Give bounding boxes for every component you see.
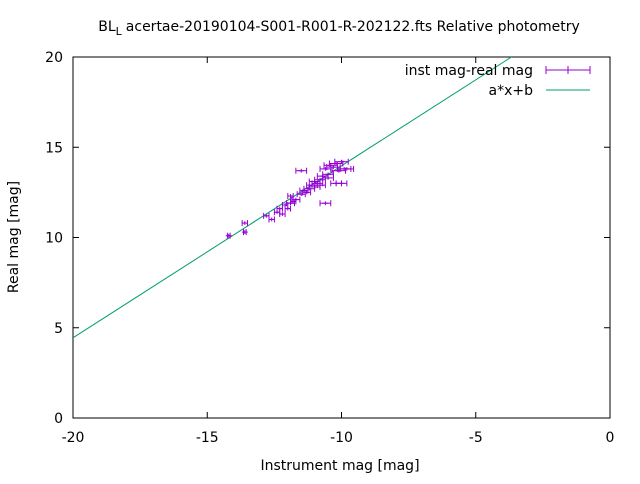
data-point <box>291 196 301 203</box>
y-axis-ticks: 0 5 10 15 20 <box>45 50 610 427</box>
data-point <box>268 216 275 223</box>
legend-symbol-scatter <box>545 66 591 74</box>
y-tick-label: 0 <box>54 411 63 427</box>
x-tick-label: -20 <box>62 430 85 446</box>
data-point <box>276 205 283 212</box>
data-point <box>302 189 312 196</box>
data-point <box>287 192 294 199</box>
legend-label-scatter: inst mag-real mag <box>405 63 533 79</box>
scatter-series <box>225 158 355 239</box>
x-axis-label: Instrument mag [mag] <box>260 458 419 474</box>
x-tick-label: 0 <box>606 430 615 446</box>
x-axis-ticks: -20 -15 -10 -5 0 <box>62 57 615 446</box>
x-tick-label: -5 <box>469 430 483 446</box>
y-tick-label: 15 <box>45 140 63 156</box>
data-point <box>295 167 308 174</box>
x-tick-label: -15 <box>196 430 219 446</box>
data-point <box>241 229 248 236</box>
data-point <box>331 167 347 174</box>
y-tick-label: 10 <box>45 231 63 247</box>
data-point <box>311 180 324 187</box>
chart-title-rest: acertae-20190104-S001-R001-R-202122.fts … <box>126 19 580 35</box>
y-axis-label: Real mag [mag] <box>6 181 22 293</box>
y-tick-label: 5 <box>54 321 63 337</box>
legend-label-line: a*x+b <box>489 83 534 99</box>
legend: inst mag-real mag a*x+b <box>405 63 591 99</box>
data-point <box>314 182 326 189</box>
data-point <box>279 211 286 218</box>
chart-title: BLL acertae-20190104-S001-R001-R-202122.f… <box>98 19 580 38</box>
data-point <box>319 200 332 207</box>
data-point <box>319 165 332 172</box>
legend-errorbar-symbol <box>545 66 591 74</box>
data-point <box>241 220 249 227</box>
data-point <box>335 180 348 187</box>
x-tick-label: -10 <box>330 430 353 446</box>
chart-title-main: BL <box>98 19 116 35</box>
y-tick-label: 20 <box>45 50 63 66</box>
data-point <box>284 205 291 212</box>
data-point <box>322 171 334 178</box>
chart-title-subscript: L <box>116 25 123 38</box>
data-point <box>225 232 232 239</box>
data-point <box>339 165 355 172</box>
data-point <box>334 158 349 165</box>
